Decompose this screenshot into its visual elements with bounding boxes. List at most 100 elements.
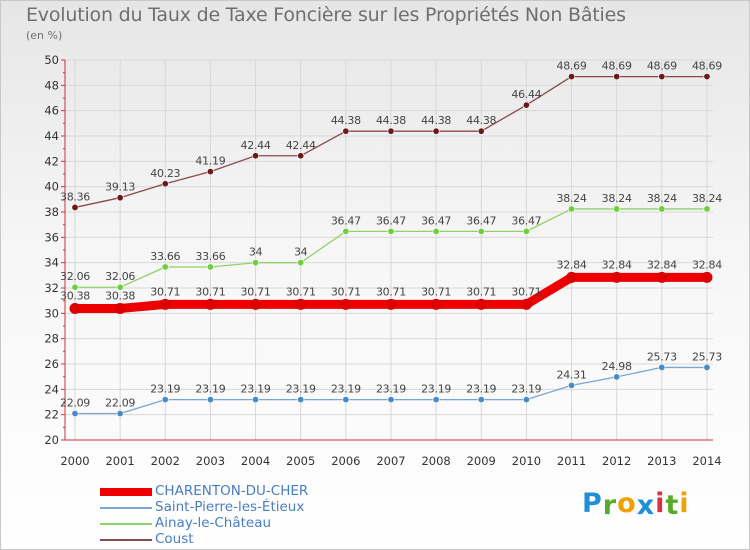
- data-point: [204, 298, 216, 310]
- y-tick-label: 48: [44, 78, 59, 92]
- data-point: [520, 298, 532, 310]
- data-label: 38.24: [602, 192, 632, 205]
- legend-item: Coust: [100, 531, 500, 548]
- y-tick-label: 46: [44, 104, 59, 118]
- data-label: 30.71: [150, 285, 180, 298]
- data-point: [387, 396, 395, 404]
- x-tick-label: 2008: [421, 454, 450, 468]
- data-point: [385, 298, 397, 310]
- data-point: [477, 396, 485, 404]
- data-label: 23.19: [286, 383, 316, 396]
- proxiti-logo: Proxiti: [582, 488, 690, 521]
- data-point: [116, 410, 124, 418]
- logo-letter: o: [617, 488, 637, 519]
- logo-letter: i: [679, 488, 690, 519]
- data-point: [340, 298, 352, 310]
- legend-label: Ainay-le-Château: [155, 515, 272, 531]
- y-tick-label: 28: [44, 332, 59, 346]
- x-tick-label: 2014: [692, 454, 721, 468]
- data-point: [477, 127, 485, 135]
- data-label: 48.69: [647, 60, 677, 73]
- data-point: [71, 410, 79, 418]
- y-tick-label: 20: [44, 433, 59, 447]
- x-tick-label: 2003: [196, 454, 225, 468]
- data-label: 36.47: [511, 214, 541, 227]
- data-point: [387, 127, 395, 135]
- data-label: 39.13: [105, 181, 135, 194]
- legend-swatch: [100, 488, 152, 496]
- data-point: [69, 303, 81, 315]
- data-point: [568, 205, 576, 213]
- legend-item: Saint-Pierre-les-Étieux: [100, 499, 500, 516]
- chart-legend: CHARENTON-DU-CHER Saint-Pierre-les-Étieux…: [100, 483, 500, 548]
- data-point: [161, 180, 169, 188]
- logo-letter: x: [636, 490, 656, 521]
- data-label: 34: [294, 246, 308, 259]
- y-tick-label: 50: [44, 53, 59, 67]
- data-point: [658, 73, 666, 81]
- data-label: 40.23: [150, 167, 180, 180]
- data-label: 36.47: [376, 214, 406, 227]
- x-tick-label: 2011: [557, 454, 586, 468]
- data-label: 32.84: [557, 258, 587, 271]
- data-point: [206, 168, 214, 176]
- y-tick-label: 42: [44, 154, 59, 168]
- y-tick-label: 34: [44, 256, 59, 270]
- data-point: [206, 396, 214, 404]
- data-label: 30.71: [195, 285, 225, 298]
- data-label: 32.84: [602, 258, 632, 271]
- data-point: [250, 298, 262, 310]
- data-point: [703, 363, 711, 371]
- legend-item: CHARENTON-DU-CHER: [100, 483, 500, 500]
- data-label: 25.73: [647, 350, 677, 363]
- y-unit-label: (en %): [26, 29, 63, 42]
- data-point: [252, 152, 260, 160]
- data-label: 38.24: [557, 192, 587, 205]
- data-point: [703, 205, 711, 213]
- data-label: 34: [249, 246, 263, 259]
- data-label: 48.69: [602, 60, 632, 73]
- data-label: 38.36: [60, 190, 90, 203]
- data-point: [295, 298, 307, 310]
- data-label: 36.47: [466, 214, 496, 227]
- y-tick-label: 36: [44, 230, 59, 244]
- data-label: 44.38: [466, 114, 496, 127]
- data-label: 30.38: [105, 290, 135, 303]
- data-label: 38.24: [692, 192, 722, 205]
- data-label: 32.06: [60, 270, 90, 283]
- x-tick-label: 2012: [602, 454, 631, 468]
- legend-swatch: [100, 523, 152, 525]
- data-label: 22.09: [105, 397, 135, 410]
- data-point: [656, 271, 668, 283]
- data-label: 48.69: [692, 60, 722, 73]
- data-point: [432, 396, 440, 404]
- data-label: 30.38: [60, 290, 90, 303]
- data-label: 23.19: [421, 383, 451, 396]
- chart-title: Evolution du Taux de Taxe Foncière sur l…: [26, 4, 626, 26]
- data-point: [116, 283, 124, 291]
- data-point: [477, 227, 485, 235]
- data-label: 30.71: [421, 285, 451, 298]
- data-label: 36.47: [421, 214, 451, 227]
- data-point: [568, 73, 576, 81]
- data-label: 23.19: [376, 383, 406, 396]
- legend-item: Ainay-le-Château: [100, 515, 500, 532]
- data-point: [252, 259, 260, 267]
- data-label: 23.19: [195, 383, 225, 396]
- data-label: 42.44: [241, 139, 271, 152]
- data-label: 32.06: [105, 270, 135, 283]
- data-label: 44.38: [376, 114, 406, 127]
- data-point: [297, 396, 305, 404]
- data-point: [342, 127, 350, 135]
- data-label: 23.19: [466, 383, 496, 396]
- data-point: [159, 298, 171, 310]
- legend-label: Coust: [155, 531, 194, 547]
- data-point: [71, 283, 79, 291]
- data-label: 30.71: [331, 285, 361, 298]
- y-tick-label: 22: [44, 408, 59, 422]
- legend-swatch: [100, 539, 152, 541]
- x-tick-label: 2007: [376, 454, 405, 468]
- y-tick-label: 30: [44, 306, 59, 320]
- data-point: [252, 396, 260, 404]
